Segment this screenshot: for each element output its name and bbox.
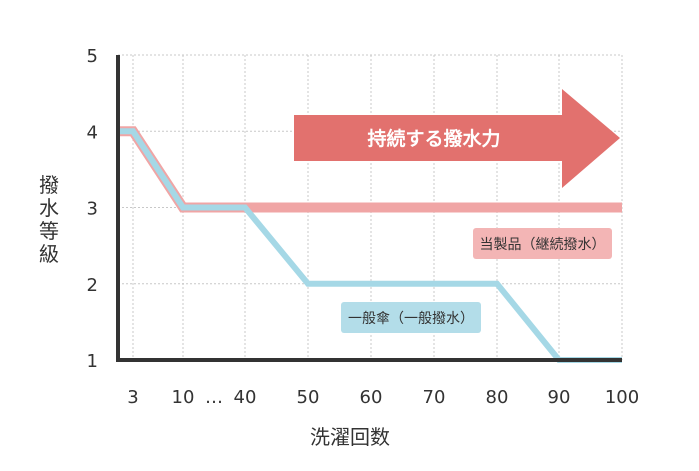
- y-tick-label: 1: [87, 351, 98, 372]
- x-tick-label: 50: [297, 387, 320, 408]
- x-tick-label: 70: [423, 387, 446, 408]
- y-tick-label: 5: [87, 46, 98, 67]
- series-lines: [119, 126, 623, 363]
- x-tick-label: 60: [360, 387, 383, 408]
- x-tick-label: 80: [486, 387, 509, 408]
- x-tick-label: 100: [605, 387, 639, 408]
- y-tick-label: 2: [87, 275, 98, 296]
- y-axis-title-char: 等: [39, 219, 59, 243]
- series-line-1: [120, 128, 622, 363]
- series-badge: [341, 302, 481, 333]
- arrow-label: 持続する撥水力: [367, 127, 500, 150]
- y-axis-title-char: 級: [39, 242, 59, 266]
- arrow-shape: [294, 89, 620, 188]
- series-badge-label: 当製品（継続撥水）: [480, 236, 606, 253]
- y-tick-label: 4: [87, 122, 98, 143]
- x-tick-label: 40: [234, 387, 257, 408]
- x-tick-label: 10: [172, 387, 195, 408]
- x-tick-label: …: [205, 387, 223, 408]
- arrow-annotation: 持続する撥水力: [294, 89, 620, 188]
- y-axis-title-char: 撥: [39, 173, 59, 197]
- tick-labels: 1 2 3 4 5 3 10 … 40 50 60 70 80 90 100: [87, 46, 640, 408]
- axes: [116, 55, 622, 362]
- y-tick-label: 3: [87, 199, 98, 220]
- x-tick-label: 90: [548, 387, 571, 408]
- x-axis-title: 洗濯回数: [310, 425, 390, 449]
- series-labels: 当製品（継続撥水） 一般傘（一般撥水）: [341, 228, 612, 333]
- x-tick-label: 3: [127, 387, 138, 408]
- series-badge: [473, 228, 612, 259]
- series-badge-label: 一般傘（一般撥水）: [348, 311, 474, 327]
- y-axis-title-char: 水: [39, 196, 59, 220]
